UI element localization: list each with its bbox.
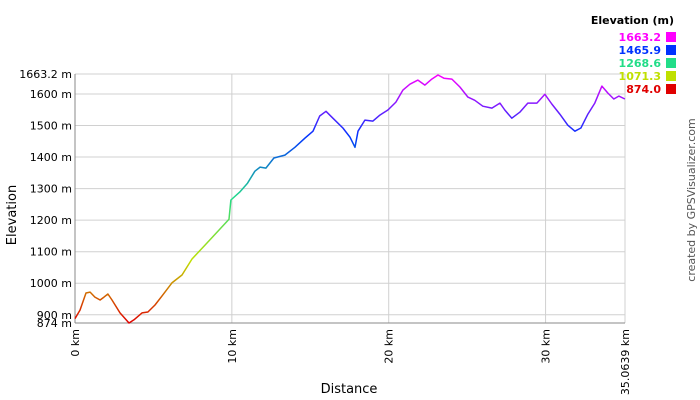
legend-swatch bbox=[666, 71, 676, 81]
x-tick-label: 30 km bbox=[540, 329, 553, 364]
legend-title: Elevation (m) bbox=[591, 14, 674, 27]
legend-label: 1465.9 bbox=[619, 44, 661, 57]
y-tick-label: 1500 m bbox=[30, 119, 72, 132]
x-tick-label: 35.0639 km bbox=[619, 329, 632, 395]
legend-label: 1268.6 bbox=[619, 57, 662, 70]
y-tick-label: 900 m bbox=[37, 309, 72, 322]
y-tick-label: 1000 m bbox=[30, 277, 72, 290]
y-tick-label: 1600 m bbox=[30, 88, 72, 101]
x-tick-label: 0 km bbox=[69, 329, 82, 357]
y-tick-label: 1100 m bbox=[30, 246, 72, 259]
y-tick-label: 1300 m bbox=[30, 183, 72, 196]
elevation-line bbox=[74, 74, 626, 324]
credit: created by GPSVisualizer.com bbox=[685, 118, 698, 281]
y-axis-label: Elevation bbox=[5, 185, 20, 245]
legend-swatch bbox=[666, 32, 676, 42]
x-axis-label: Distance bbox=[321, 382, 378, 397]
x-tick-label: 10 km bbox=[226, 329, 239, 364]
y-tick-label: 1200 m bbox=[30, 214, 72, 227]
x-tick-label: 20 km bbox=[383, 329, 396, 364]
y-tick-label: 1400 m bbox=[30, 151, 72, 164]
legend-swatch bbox=[666, 45, 676, 55]
legend-label: 1071.3 bbox=[619, 70, 661, 83]
legend-swatch bbox=[666, 58, 676, 68]
legend-label: 1663.2 bbox=[619, 31, 661, 44]
legend-swatch bbox=[666, 84, 676, 94]
y-tick-label: 1663.2 m bbox=[19, 68, 72, 81]
legend-label: 874.0 bbox=[626, 83, 661, 96]
y-tick-label: 874 m bbox=[37, 317, 72, 330]
